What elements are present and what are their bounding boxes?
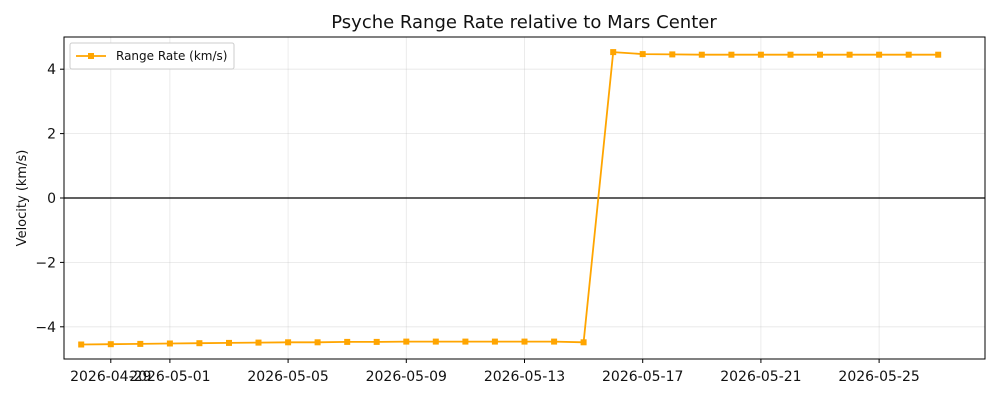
y-axis-label: Velocity (km/s) [15,150,30,247]
x-tick-label: 2026-05-01 [129,369,210,385]
y-tick-label: 4 [47,62,56,78]
data-point [521,338,528,345]
chart-title: Psyche Range Rate relative to Mars Cente… [331,12,717,33]
data-point [551,338,558,345]
x-tick-label: 2026-04-29 [70,369,151,385]
x-tick-label: 2026-05-09 [366,369,447,385]
y-axis: −4 −2 0 2 4 [35,62,64,336]
y-tick-label: 2 [47,127,56,143]
data-point [107,341,114,348]
data-point [669,51,676,58]
data-point [314,339,321,346]
data-point [285,339,292,346]
data-point [757,51,764,58]
data-point [491,338,498,345]
data-point [226,339,232,346]
y-tick-label: −4 [35,320,56,336]
data-point [639,51,646,58]
legend-box [69,42,235,70]
data-point [846,51,853,58]
data-point [817,51,823,58]
data-point [403,338,410,345]
data-point [698,51,705,58]
y-tick-label: −2 [35,255,56,271]
legend-label: Range Rate (km/s) [116,49,227,63]
data-point [432,338,439,345]
data-point [373,338,380,345]
data-point [787,51,794,58]
data-point [196,340,203,347]
data-point [935,51,942,58]
x-tick-label: 2026-05-13 [484,369,565,385]
y-tick-label: 0 [47,191,56,207]
data-point [580,339,587,346]
data-point [344,338,351,345]
data-point [905,51,912,58]
legend: Range Rate (km/s) [69,42,235,70]
x-tick-label: 2026-05-05 [247,369,328,385]
x-tick-label: 2026-05-21 [720,369,801,385]
data-point [610,49,617,56]
x-tick-label: 2026-05-25 [838,369,919,385]
series-layer [78,49,942,348]
data-point [78,341,85,348]
data-point [462,338,469,345]
legend-marker-swatch [88,53,94,59]
data-point [166,340,173,347]
data-point [255,339,262,346]
series-line [81,51,939,346]
data-point [876,51,883,58]
x-tick-label: 2026-05-17 [602,369,683,385]
data-point [728,51,735,58]
data-point [137,340,144,347]
